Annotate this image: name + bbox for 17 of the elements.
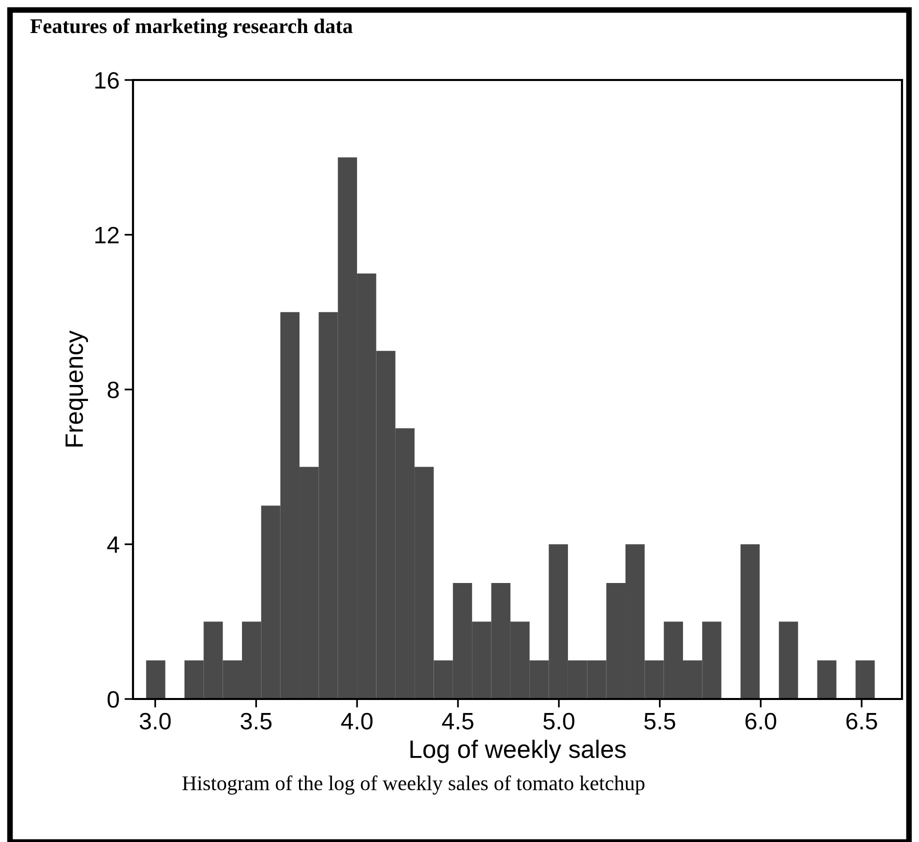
y-tick-label: 0 [108, 691, 119, 708]
x-tick-label: 3.0 [140, 712, 171, 730]
x-axis-title: Log of weekly sales [410, 740, 626, 764]
text: Histogram of the log of weekly sales of tomato ketchup [182, 775, 644, 795]
x-tick-label: 4.5 [442, 713, 474, 730]
y-tick-label: 12 [95, 226, 119, 244]
x-tick-label: 3.5 [240, 712, 272, 730]
y-tick-label: 8 [108, 382, 119, 398]
x-tick-label: 4.0 [341, 712, 373, 730]
x-tick-label: 5.5 [644, 713, 676, 730]
y-axis-title: Frequency [66, 330, 88, 446]
x-tick-label: 6.0 [746, 712, 776, 730]
x-tick-label: 6.5 [846, 712, 878, 730]
x-tick-label: 5.0 [543, 712, 574, 730]
chart-title: Features of marketing research data [30, 18, 353, 38]
y-tick-label: 16 [95, 72, 119, 89]
y-tick-label: 4 [107, 536, 120, 553]
